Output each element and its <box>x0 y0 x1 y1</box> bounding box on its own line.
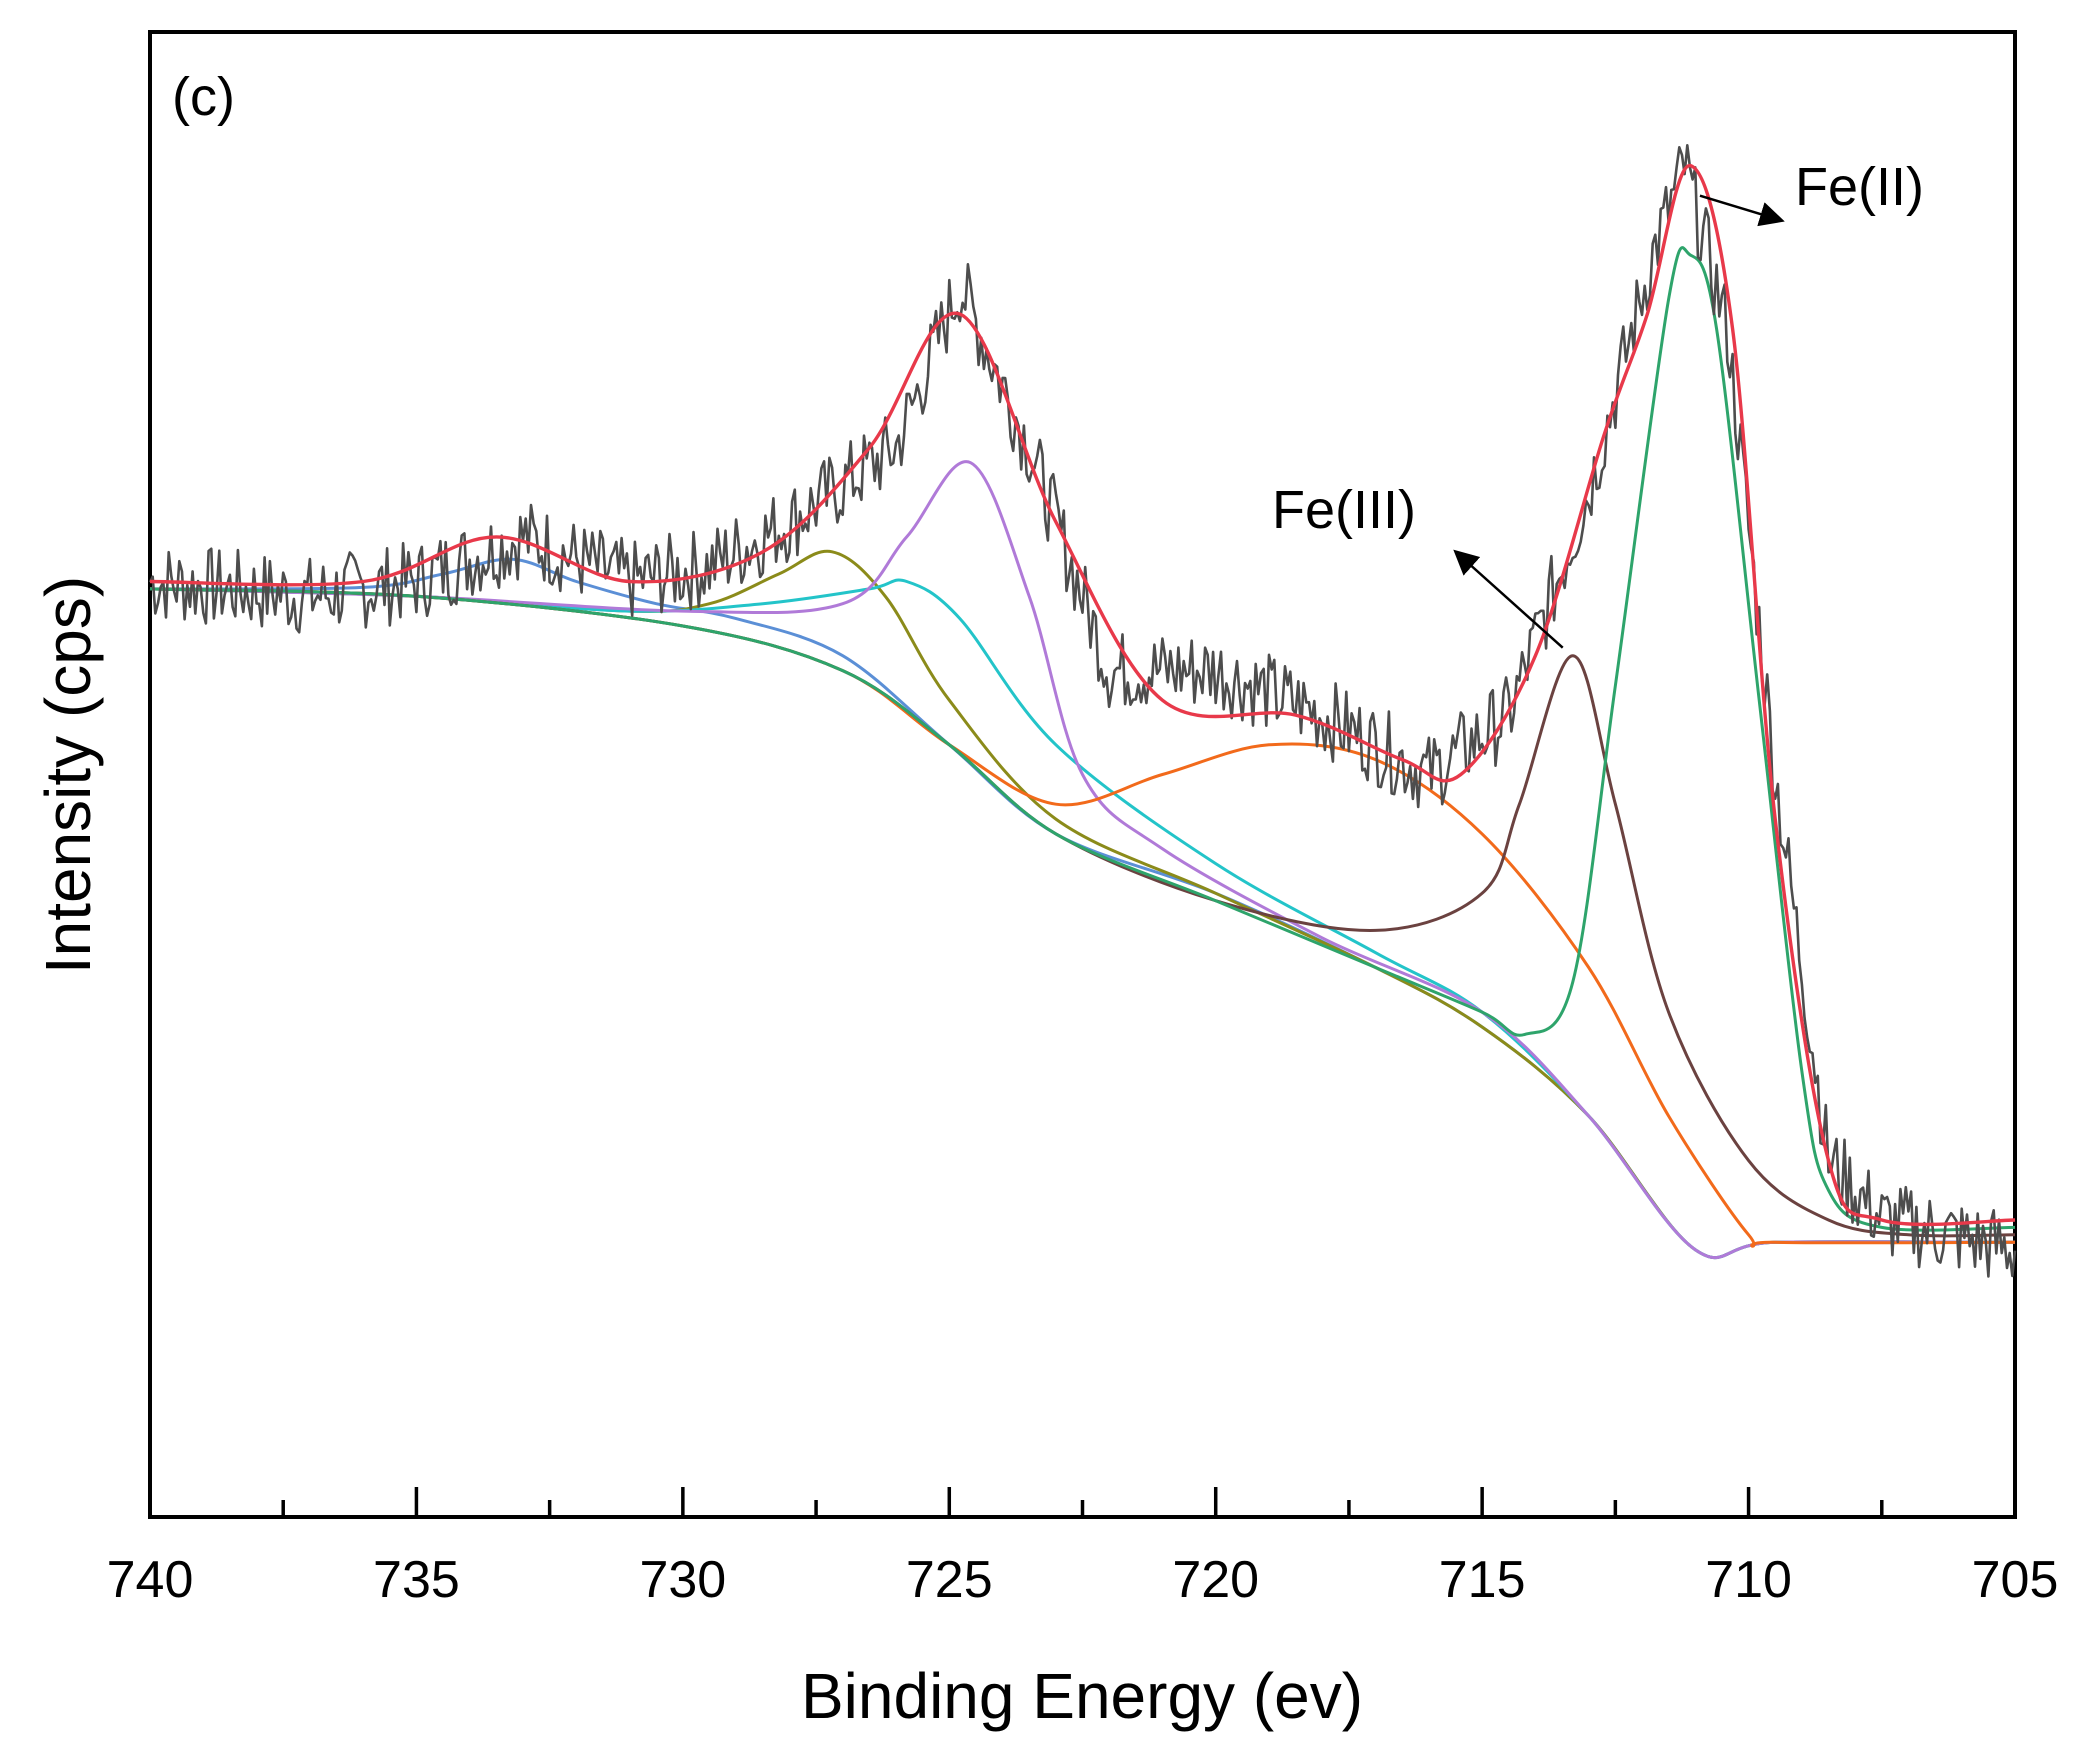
x-tick-label: 735 <box>373 1551 460 1609</box>
x-tick-label: 710 <box>1705 1551 1792 1609</box>
x-tick-label: 725 <box>906 1551 993 1609</box>
series-peak-733 <box>149 557 2016 1260</box>
series-raw-data <box>148 144 2017 1278</box>
series-fe-iii <box>149 587 2016 1238</box>
series-layer <box>148 144 2017 1278</box>
y-axis-title: Intensity (cps) <box>32 576 104 974</box>
fe2-annotation-label: Fe(II) <box>1795 157 1924 217</box>
x-tick-label: 705 <box>1972 1551 2059 1609</box>
fe3-annotation-arrow <box>1453 549 1564 649</box>
panel-label: (c) <box>172 67 235 127</box>
x-tick-label: 715 <box>1439 1551 1526 1609</box>
annotations: Fe(II) Fe(III) <box>1272 157 1924 649</box>
x-tick-label: 740 <box>107 1551 194 1609</box>
series-peak-726 <box>149 578 2016 1260</box>
x-tick-label: 720 <box>1172 1551 1259 1609</box>
x-axis-ticks: 740 735 730 725 720 715 710 705 <box>107 1487 2059 1609</box>
x-tick-label: 730 <box>639 1551 726 1609</box>
fe2-annotation-arrow <box>1699 194 1785 227</box>
x-axis-title: Binding Energy (ev) <box>801 1660 1363 1732</box>
series-peak-724.6 <box>149 460 2016 1260</box>
series-peak-727 <box>149 549 2016 1260</box>
fe3-annotation-label: Fe(III) <box>1272 480 1416 540</box>
series-envelope <box>149 163 2016 1227</box>
series-satellite-719 <box>149 587 2016 1248</box>
series-fe-ii <box>149 246 2016 1232</box>
